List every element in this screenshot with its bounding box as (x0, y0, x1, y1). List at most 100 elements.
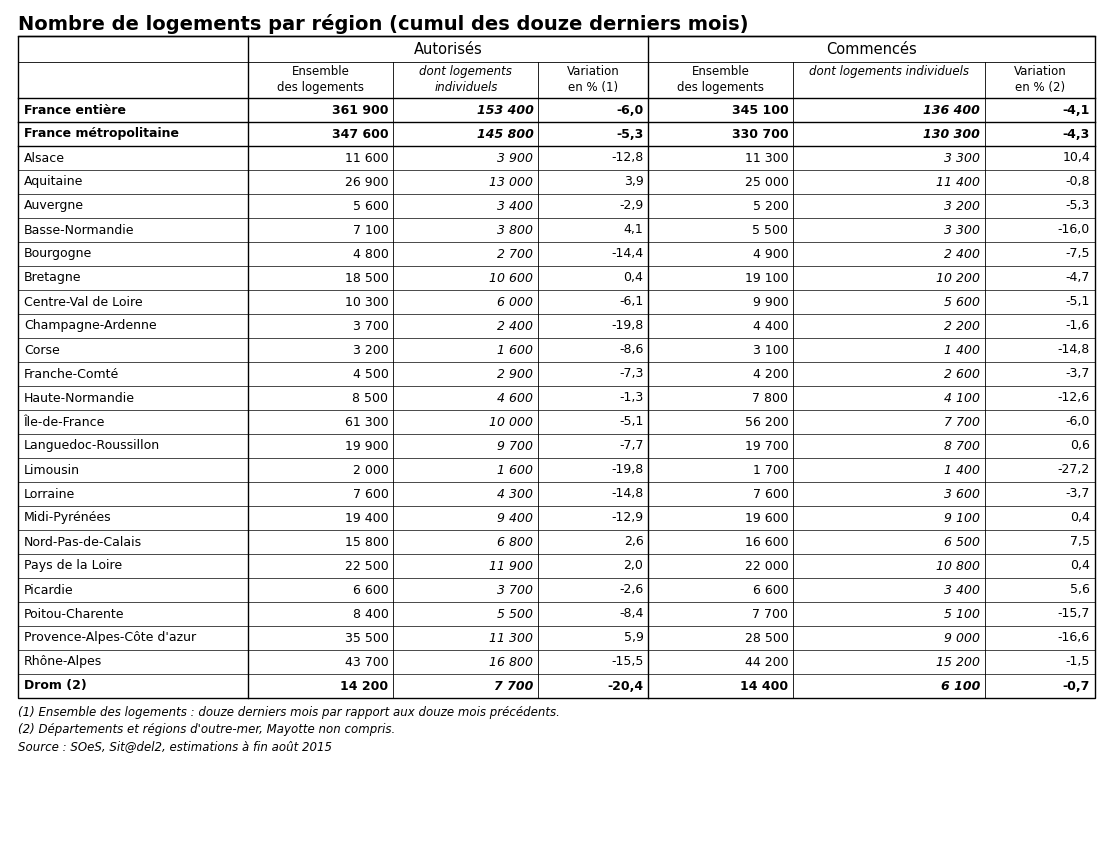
Text: -1,3: -1,3 (619, 391, 643, 404)
Text: 8 400: 8 400 (352, 607, 389, 620)
Text: 10 600: 10 600 (489, 271, 534, 285)
Text: Autorisés: Autorisés (414, 41, 483, 57)
Text: Limousin: Limousin (24, 463, 80, 476)
Text: 25 000: 25 000 (745, 176, 788, 189)
Text: -3,7: -3,7 (1066, 487, 1090, 500)
Text: 4 300: 4 300 (497, 487, 534, 500)
Text: 44 200: 44 200 (745, 656, 788, 668)
Text: dont logements individuels: dont logements individuels (809, 65, 970, 78)
Text: 6 000: 6 000 (497, 295, 534, 309)
Text: 153 400: 153 400 (476, 104, 534, 117)
Text: 4 900: 4 900 (753, 247, 788, 261)
Text: 10 300: 10 300 (344, 295, 389, 309)
Text: Île-de-France: Île-de-France (24, 415, 105, 428)
Text: 5 600: 5 600 (352, 200, 389, 213)
Text: 0,6: 0,6 (1070, 439, 1090, 452)
Text: 16 600: 16 600 (745, 535, 788, 548)
Text: Nombre de logements par région (cumul des douze derniers mois): Nombre de logements par région (cumul de… (18, 14, 748, 34)
Text: 3 400: 3 400 (497, 200, 534, 213)
Text: 1 400: 1 400 (944, 463, 980, 476)
Text: -5,3: -5,3 (617, 128, 643, 141)
Text: 22 000: 22 000 (745, 559, 788, 572)
Text: 28 500: 28 500 (745, 631, 788, 644)
Text: -3,7: -3,7 (1066, 367, 1090, 380)
Text: dont logements
individuels: dont logements individuels (420, 65, 513, 94)
Text: -19,8: -19,8 (611, 319, 643, 333)
Text: 7 600: 7 600 (753, 487, 788, 500)
Text: 4 100: 4 100 (944, 391, 980, 404)
Text: 2 600: 2 600 (944, 367, 980, 380)
Text: 7 800: 7 800 (753, 391, 788, 404)
Text: -16,6: -16,6 (1058, 631, 1090, 644)
Text: Nord-Pas-de-Calais: Nord-Pas-de-Calais (24, 535, 142, 548)
Text: 18 500: 18 500 (344, 271, 389, 285)
Text: 61 300: 61 300 (344, 415, 389, 428)
Text: 19 600: 19 600 (745, 511, 788, 524)
Text: Variation
en % (1): Variation en % (1) (567, 65, 620, 94)
Bar (18, 36, 1095, 698)
Text: Ensemble
des logements: Ensemble des logements (278, 65, 364, 94)
Text: -7,3: -7,3 (619, 367, 643, 380)
Text: 2 400: 2 400 (944, 247, 980, 261)
Text: (1) Ensemble des logements : douze derniers mois par rapport aux douze mois préc: (1) Ensemble des logements : douze derni… (18, 706, 560, 719)
Text: -1,5: -1,5 (1066, 656, 1090, 668)
Text: 7 700: 7 700 (944, 415, 980, 428)
Text: -0,7: -0,7 (1063, 680, 1090, 692)
Text: France métropolitaine: France métropolitaine (24, 128, 179, 141)
Text: Variation
en % (2): Variation en % (2) (1014, 65, 1066, 94)
Text: 3 400: 3 400 (944, 583, 980, 596)
Text: 4 500: 4 500 (352, 367, 389, 380)
Text: -12,6: -12,6 (1058, 391, 1090, 404)
Text: -15,5: -15,5 (611, 656, 643, 668)
Text: 19 100: 19 100 (745, 271, 788, 285)
Text: 6 600: 6 600 (753, 583, 788, 596)
Text: -1,6: -1,6 (1066, 319, 1090, 333)
Text: -27,2: -27,2 (1058, 463, 1090, 476)
Text: 345 100: 345 100 (732, 104, 788, 117)
Text: 1 700: 1 700 (753, 463, 788, 476)
Text: -5,3: -5,3 (1066, 200, 1090, 213)
Text: Commencés: Commencés (826, 41, 917, 57)
Text: 3 200: 3 200 (944, 200, 980, 213)
Text: Rhône-Alpes: Rhône-Alpes (24, 656, 102, 668)
Text: 26 900: 26 900 (344, 176, 389, 189)
Text: -4,7: -4,7 (1066, 271, 1090, 285)
Text: 14 200: 14 200 (340, 680, 389, 692)
Text: 3,9: 3,9 (623, 176, 643, 189)
Text: 7 600: 7 600 (352, 487, 389, 500)
Text: 10,4: 10,4 (1063, 152, 1090, 165)
Text: Midi-Pyrénées: Midi-Pyrénées (24, 511, 112, 524)
Text: 2 200: 2 200 (944, 319, 980, 333)
Text: 6 800: 6 800 (497, 535, 534, 548)
Text: Alsace: Alsace (24, 152, 65, 165)
Text: Poitou-Charente: Poitou-Charente (24, 607, 124, 620)
Text: 5 600: 5 600 (944, 295, 980, 309)
Text: Ensemble
des logements: Ensemble des logements (677, 65, 765, 94)
Text: Aquitaine: Aquitaine (24, 176, 83, 189)
Text: 3 800: 3 800 (497, 223, 534, 237)
Text: Drom (2): Drom (2) (24, 680, 86, 692)
Text: Languedoc-Roussillon: Languedoc-Roussillon (24, 439, 161, 452)
Text: 10 000: 10 000 (489, 415, 534, 428)
Text: 361 900: 361 900 (332, 104, 389, 117)
Text: 19 400: 19 400 (344, 511, 389, 524)
Text: 2 000: 2 000 (352, 463, 389, 476)
Text: Haute-Normandie: Haute-Normandie (24, 391, 135, 404)
Text: 0,4: 0,4 (1070, 559, 1090, 572)
Text: -7,7: -7,7 (619, 439, 643, 452)
Text: Source : SOeS, Sit@del2, estimations à fin août 2015: Source : SOeS, Sit@del2, estimations à f… (18, 740, 332, 753)
Text: 2 700: 2 700 (497, 247, 534, 261)
Text: 1 600: 1 600 (497, 343, 534, 357)
Text: 2,6: 2,6 (623, 535, 643, 548)
Text: 16 800: 16 800 (489, 656, 534, 668)
Text: 130 300: 130 300 (923, 128, 980, 141)
Text: 8 500: 8 500 (352, 391, 389, 404)
Text: -14,8: -14,8 (611, 487, 643, 500)
Text: Franche-Comté: Franche-Comté (24, 367, 120, 380)
Text: -8,6: -8,6 (619, 343, 643, 357)
Text: -7,5: -7,5 (1066, 247, 1090, 261)
Text: -15,7: -15,7 (1057, 607, 1090, 620)
Text: 9 900: 9 900 (753, 295, 788, 309)
Text: 10 800: 10 800 (937, 559, 980, 572)
Text: -4,1: -4,1 (1063, 104, 1090, 117)
